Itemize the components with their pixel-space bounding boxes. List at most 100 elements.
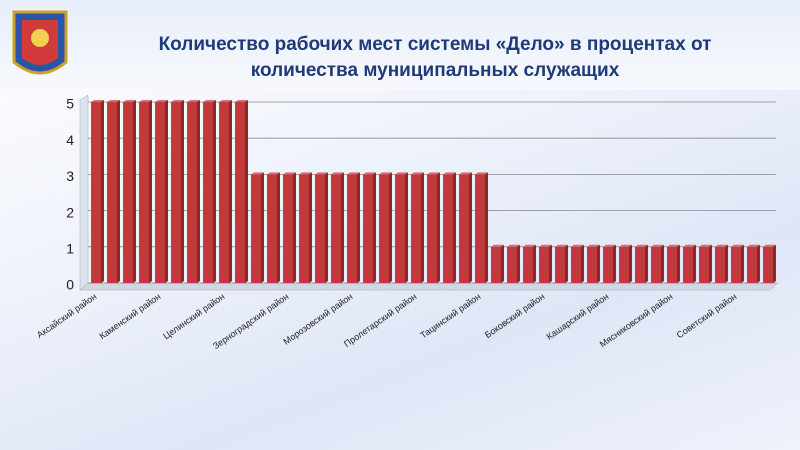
bar-face <box>587 246 597 283</box>
x-tick-label: Аксайский район <box>35 291 99 340</box>
bar-face <box>699 246 709 283</box>
bar <box>283 172 296 283</box>
bar-face <box>459 172 472 175</box>
bar-face <box>484 172 488 283</box>
bar-face <box>164 100 168 283</box>
bar-face <box>475 172 488 175</box>
bar <box>651 244 664 283</box>
header-band <box>0 0 800 90</box>
bar <box>523 244 536 283</box>
bar-face <box>283 172 296 175</box>
bar <box>379 172 392 283</box>
y-tick-label: 3 <box>66 168 74 184</box>
bar-face <box>724 244 728 283</box>
bar-face <box>555 246 565 283</box>
bar <box>491 244 504 283</box>
bar-face <box>612 244 616 283</box>
bar-face <box>596 244 600 283</box>
bar-face <box>340 172 344 283</box>
bar-face <box>91 100 104 102</box>
bar <box>443 172 456 283</box>
bar-face <box>91 102 101 283</box>
bar-face <box>212 100 216 283</box>
x-tick-label: Целинский район <box>161 291 226 341</box>
x-tick-label: Боковский район <box>483 291 547 340</box>
bar <box>699 244 712 283</box>
bar-face <box>763 246 773 283</box>
bar-face <box>379 174 389 283</box>
bar <box>395 172 408 283</box>
bar <box>411 172 424 283</box>
bar-face <box>235 102 245 283</box>
bar-face <box>411 172 424 175</box>
bar-face <box>123 100 136 102</box>
bar-face <box>299 174 309 283</box>
bar-face <box>388 172 392 283</box>
x-tick-label: Советский район <box>675 291 739 340</box>
bar-face <box>443 172 456 175</box>
bar-face <box>772 244 776 283</box>
bar-face <box>507 246 517 283</box>
bar-face <box>395 172 408 175</box>
bar-face <box>427 172 440 175</box>
bar <box>427 172 440 283</box>
bar-face <box>763 244 776 247</box>
bar-face <box>427 174 437 283</box>
bar-face <box>555 244 568 247</box>
bar-face <box>139 100 152 102</box>
bar-face <box>219 100 232 102</box>
bar-face <box>267 172 280 175</box>
bar-face <box>619 246 629 283</box>
y-tick-label: 5 <box>66 96 74 112</box>
bar-face <box>747 244 760 247</box>
bar-face <box>155 102 165 283</box>
bar-face <box>660 244 664 283</box>
bar-face <box>363 174 373 283</box>
bar-face <box>420 172 424 283</box>
bar-face <box>747 246 757 283</box>
bar-face <box>372 172 376 283</box>
bar <box>251 172 264 283</box>
bar-face <box>219 102 229 283</box>
bar-face <box>523 244 536 247</box>
bar-face <box>756 244 760 283</box>
bar-face <box>228 100 232 283</box>
x-tick-label: Каменский район <box>97 291 162 341</box>
bar-face <box>244 100 248 283</box>
bar <box>203 100 216 283</box>
bar-face <box>260 172 264 283</box>
x-tick-label: Морозовский район <box>281 291 354 346</box>
bar-face <box>715 246 725 283</box>
bar-face <box>635 246 645 283</box>
bar <box>363 172 376 283</box>
bar-face <box>587 244 600 247</box>
bar-face <box>251 172 264 175</box>
bar-face <box>251 174 261 283</box>
bar <box>219 100 232 283</box>
bar-face <box>331 172 344 175</box>
bar-face <box>180 100 184 283</box>
bar-face <box>491 244 504 247</box>
bar-face <box>692 244 696 283</box>
bar-face <box>411 174 421 283</box>
bar <box>187 100 200 283</box>
bar <box>123 100 136 283</box>
bar-face <box>100 100 104 283</box>
bar-face <box>187 100 200 102</box>
bar-face <box>635 244 648 247</box>
bar-face <box>267 174 277 283</box>
bar-face <box>564 244 568 283</box>
x-tick-label: Тацинский район <box>418 291 482 340</box>
bar-face <box>283 174 293 283</box>
bar-face <box>667 246 677 283</box>
bar-face <box>315 174 325 283</box>
bar <box>571 244 584 283</box>
bar <box>299 172 312 283</box>
bar-face <box>516 244 520 283</box>
bar-face <box>667 244 680 247</box>
bar-face <box>539 244 552 247</box>
bar-face <box>603 246 613 283</box>
bar-face <box>491 246 501 283</box>
bar <box>507 244 520 283</box>
